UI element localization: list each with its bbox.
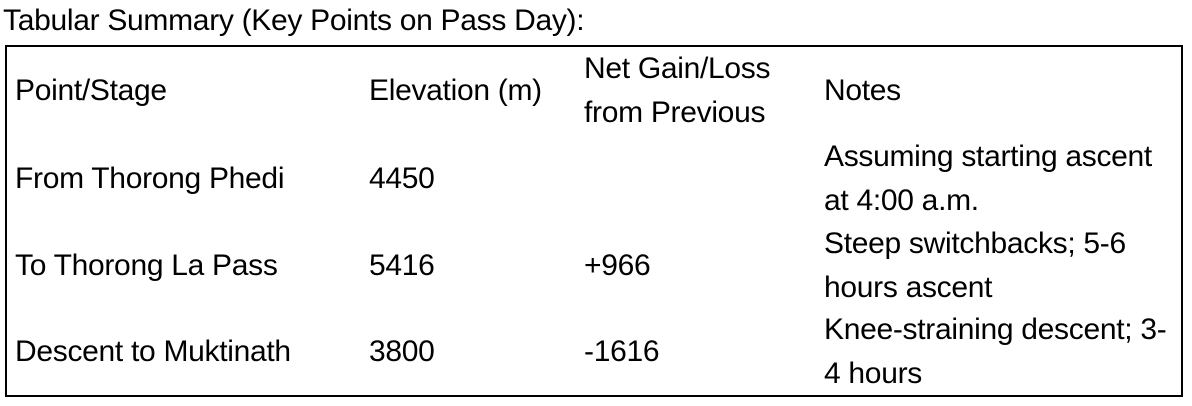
cell-stage: From Thorong Phedi: [15, 162, 285, 195]
cell-elevation: 4450: [369, 162, 435, 195]
cell-notes: Steep switchbacks; 5-6 hours ascent: [824, 226, 1126, 304]
cell-net-gain: -1616: [584, 334, 660, 368]
cell-net-gain: +966: [584, 248, 651, 282]
cell-elevation: 5416: [369, 248, 435, 282]
header-cell-elevation: Elevation (m): [369, 74, 542, 107]
header-cell-point-stage: Point/Stage: [15, 74, 167, 107]
cell-net-gain: [576, 135, 816, 223]
cell-stage: To Thorong La Pass: [15, 248, 278, 282]
header-cell-notes: Notes: [824, 74, 901, 107]
page-title: Tabular Summary (Key Points on Pass Day)…: [3, 4, 585, 37]
cell-notes: Assuming starting ascent at 4:00 a.m.: [824, 140, 1152, 217]
cell-stage: Descent to Muktinath: [15, 334, 291, 368]
summary-table: Point/Stage Elevation (m) Net Gain/Loss …: [5, 45, 1183, 397]
header-cell-net-gain-loss: Net Gain/Loss from Previous: [584, 52, 771, 129]
cell-notes: Knee-straining descent; 3-4 hours: [824, 312, 1167, 390]
cell-elevation: 3800: [369, 334, 435, 368]
